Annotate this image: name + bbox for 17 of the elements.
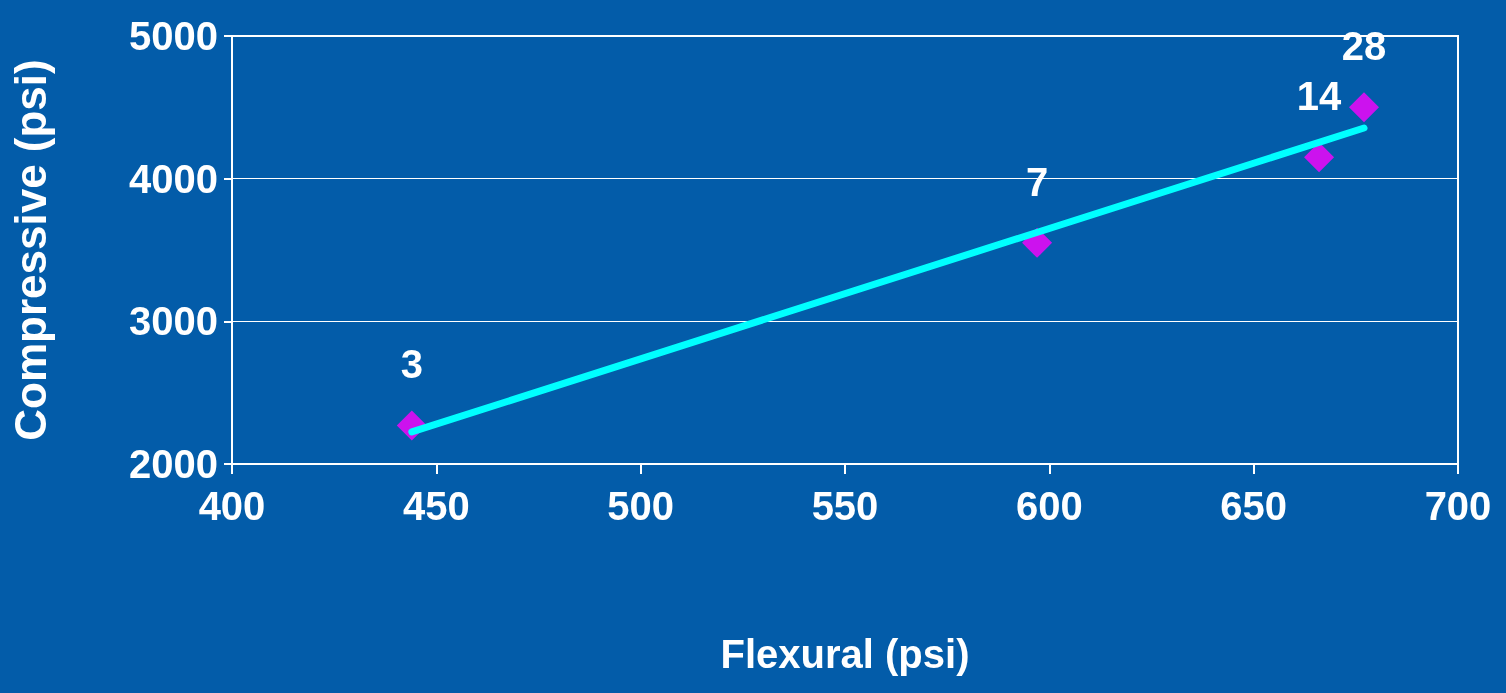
x-tick-label: 600 [1015, 484, 1083, 528]
y-axis-title: Compressive (psi) [5, 59, 55, 441]
annotation: 14 [1296, 74, 1343, 119]
x-tick-label: 650 [1220, 484, 1288, 528]
y-tick-label: 5000 [129, 14, 218, 58]
y-tick-label: 3000 [129, 299, 218, 344]
x-axis-title: Flexural (psi) [720, 632, 970, 676]
x-tick-label: 450 [402, 484, 470, 528]
x-tick-label: 700 [1424, 484, 1492, 528]
x-tick-label: 400 [198, 484, 266, 528]
y-tick-label: 2000 [129, 442, 218, 486]
point [1304, 142, 1335, 173]
x-tick-label: 500 [607, 484, 675, 528]
point [1349, 92, 1380, 123]
y-tick-label: 4000 [129, 156, 218, 201]
x-tick-label: 550 [811, 484, 879, 528]
annotation: 3 [400, 342, 423, 387]
